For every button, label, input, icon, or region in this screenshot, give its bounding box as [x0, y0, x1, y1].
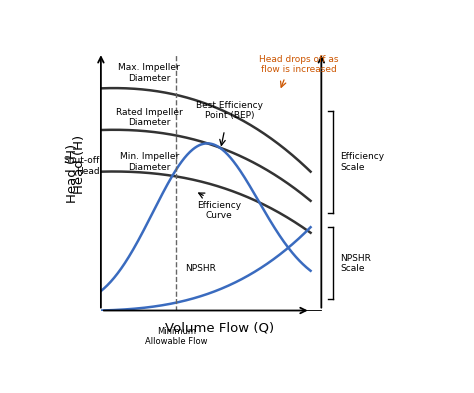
Text: Head drops off as
flow is increased: Head drops off as flow is increased	[259, 55, 338, 74]
Text: Head (H): Head (H)	[66, 144, 79, 203]
Text: Min. Impeller
Diameter: Min. Impeller Diameter	[119, 152, 179, 172]
Text: Efficiency
Curve: Efficiency Curve	[197, 201, 241, 220]
Text: Efficiency
Scale: Efficiency Scale	[340, 152, 384, 172]
Text: Head (H): Head (H)	[73, 135, 86, 194]
Text: NPSHR: NPSHR	[185, 264, 216, 274]
Text: Minimum
Allowable Flow: Minimum Allowable Flow	[145, 327, 208, 346]
Text: NPSHR
Scale: NPSHR Scale	[340, 253, 371, 273]
Text: Max. Impeller
Diameter: Max. Impeller Diameter	[118, 63, 180, 83]
Text: Shut-off
Head: Shut-off Head	[64, 156, 100, 176]
Text: Rated Impeller
Diameter: Rated Impeller Diameter	[116, 108, 182, 127]
Text: Volume Flow (Q): Volume Flow (Q)	[165, 321, 274, 334]
Text: Best Efficiency
Point (BEP): Best Efficiency Point (BEP)	[196, 101, 264, 120]
